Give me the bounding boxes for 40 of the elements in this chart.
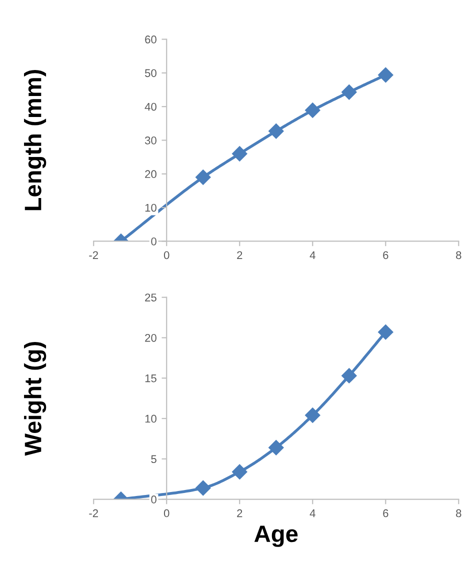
point	[305, 408, 320, 423]
y-tick-label: 0	[151, 237, 156, 246]
point	[196, 170, 211, 185]
x-tick-label: 2	[237, 251, 242, 260]
point	[268, 124, 284, 139]
y-tick-label: 20	[145, 334, 156, 342]
y-tick-label: 10	[145, 414, 156, 423]
y-tick-label: 25	[145, 294, 156, 302]
x-tick-label: 4	[310, 251, 316, 260]
x-tick-label: 8	[456, 509, 462, 518]
x-tick-label: 6	[383, 509, 388, 518]
y-tick-label: 0	[151, 496, 156, 504]
point	[232, 464, 248, 480]
x-tick-label: 0	[164, 509, 170, 518]
point	[342, 84, 357, 100]
x-tick-label: 8	[456, 251, 462, 260]
point	[196, 480, 211, 496]
y-axis-title: Weight (g)	[24, 342, 46, 456]
y-tick-label: 60	[145, 36, 156, 44]
y-tick-label: 40	[144, 102, 156, 111]
x-tick-label: -2	[89, 251, 98, 260]
point	[342, 368, 357, 384]
point	[378, 324, 394, 340]
point	[268, 440, 284, 456]
point	[378, 67, 394, 83]
x-tick-label: 6	[383, 251, 388, 260]
x-axis-title: Age	[254, 526, 298, 547]
x-tick-label: 4	[310, 509, 316, 518]
x-tick-label: -2	[89, 509, 98, 518]
y-tick-label: 5	[151, 455, 156, 464]
y-tick-label: 10	[145, 204, 156, 212]
point	[232, 146, 248, 162]
x-tick-label: 0	[164, 251, 170, 260]
y-tick-label: 15	[145, 374, 156, 382]
point	[305, 102, 320, 118]
x-tick-label: 2	[237, 509, 242, 518]
y-tick-label: 20	[145, 170, 156, 178]
y-axis-title: Length (mm)	[24, 70, 46, 210]
y-tick-label: 30	[144, 136, 156, 144]
y-tick-label: 50	[144, 69, 156, 78]
